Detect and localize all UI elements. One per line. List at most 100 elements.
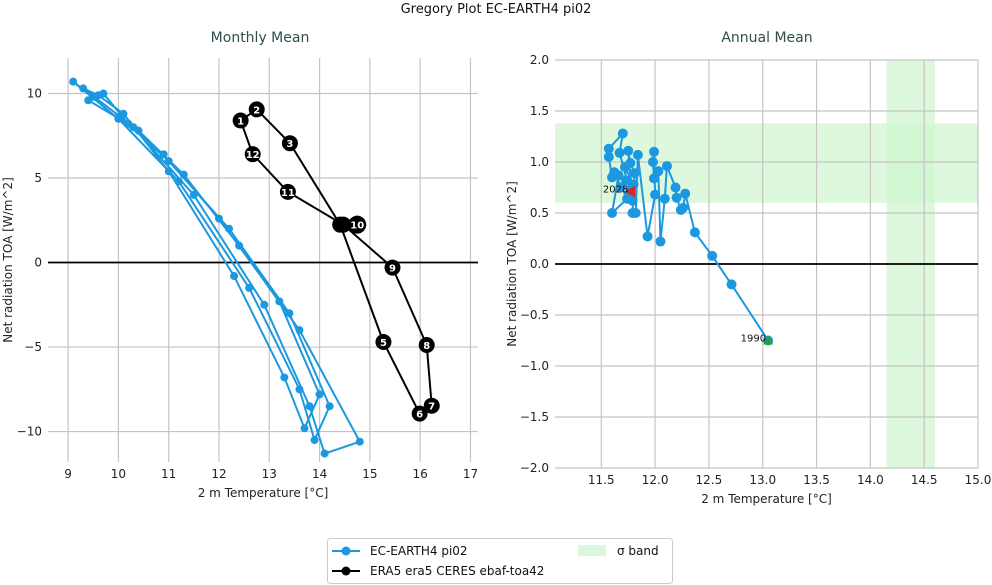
data-point [114,113,123,122]
panel-title: Monthly Mean [211,30,310,46]
year-annotation: 1990 [741,334,766,345]
data-point-label: 2 [253,105,260,116]
data-point [607,208,618,218]
data-point [232,112,249,129]
data-point [655,236,666,247]
x-tick-label: 10 [111,467,126,481]
series-line [72,80,362,455]
y-axis-label: Net radiation TOA [W/m^2] [1,177,15,343]
data-point [670,182,681,193]
x-tick-label: 13.0 [749,473,776,487]
data-point [614,147,625,158]
y-tick-label: 10 [27,86,42,100]
data-point [617,128,628,139]
legend-band-swatch [578,545,606,556]
data-point [159,150,168,159]
data-point [260,300,269,309]
data-point [235,241,244,250]
data-point [384,259,401,276]
data-point [647,157,658,167]
y-tick-label: −5 [24,340,42,354]
y-tick-label: −0.5 [520,308,549,322]
data-point [649,173,660,184]
data-point-label: 5 [380,338,387,349]
x-tick-label: 12.0 [642,473,669,487]
data-point [418,337,435,354]
x-tick-label: 14.0 [857,473,884,487]
y-tick-label: −10 [17,425,42,439]
data-point [79,84,88,93]
data-point [707,250,718,261]
data-point [248,101,265,118]
data-point [650,189,661,200]
y-tick-label: 0.5 [530,206,549,220]
data-point [305,402,314,411]
data-point [164,167,173,176]
y-axis-label: Net radiation TOA [W/m^2] [505,181,519,347]
x-tick-label: 17 [463,467,478,481]
data-point [649,146,660,157]
y-tick-label: −2.0 [520,461,549,475]
start-marker [763,335,774,345]
data-point [295,385,304,394]
x-tick-label: 15.0 [965,473,992,487]
data-point [245,283,254,292]
y-tick-label: 2.0 [530,53,549,67]
legend-model-label: EC-EARTH4 pi02 [370,544,468,558]
data-point [300,424,309,433]
data-point [659,193,670,204]
x-tick-label: 15 [362,467,377,481]
year-annotation: 2028 [603,185,628,196]
data-point [285,309,294,318]
legend-obs-marker [341,566,351,576]
data-point [230,272,239,281]
data-point [411,405,428,422]
data-point [244,146,261,163]
annual-mean-panel: Annual Mean 11.5 12.0 12.5 13.0 13.5 14.0 14.5 1… [505,30,991,506]
y-tick-label: −1.5 [520,410,549,424]
data-point [671,192,682,203]
data-point [134,126,143,135]
x-tick-label: 14 [312,467,327,481]
data-point-label: 12 [246,150,260,161]
end-marker [624,185,636,198]
data-point [214,214,223,223]
data-point [84,96,93,105]
data-point [726,279,737,290]
data-point [69,77,78,86]
x-tick-label: 12.5 [696,473,723,487]
data-point [310,436,319,445]
y-tick-label: 0 [34,256,42,270]
data-point [632,149,643,160]
y-tick-label: 1.5 [530,104,549,118]
data-point-label: 9 [389,264,396,275]
data-point [609,167,620,178]
data-point [423,397,440,414]
panel-title: Annual Mean [721,30,812,46]
y-tick-label: 1.0 [530,155,549,169]
data-point [94,91,103,100]
data-point [615,182,626,193]
data-point [603,151,614,162]
legend-model-marker [341,546,351,556]
x-tick-label: 11.5 [588,473,615,487]
data-point-label: 1 [237,117,244,128]
x-tick-label: 13 [262,467,277,481]
x-tick-label: 14.5 [911,473,938,487]
data-point [320,449,329,458]
data-point [189,190,198,199]
data-point-label-background [348,215,367,234]
data-point-label: 8 [423,341,430,352]
data-point-label: 3 [286,139,293,150]
data-point [164,157,173,166]
x-tick-label: 11 [161,467,176,481]
legend-obs-label: ERA5 era5 CERES ebaf-toa42 [370,564,544,578]
figure-title: Gregory Plot EC-EARTH4 pi02 [401,2,592,17]
data-point [661,161,672,172]
data-point [174,177,183,186]
data-point [295,326,304,335]
data-point [275,297,284,306]
data-point [629,168,640,179]
